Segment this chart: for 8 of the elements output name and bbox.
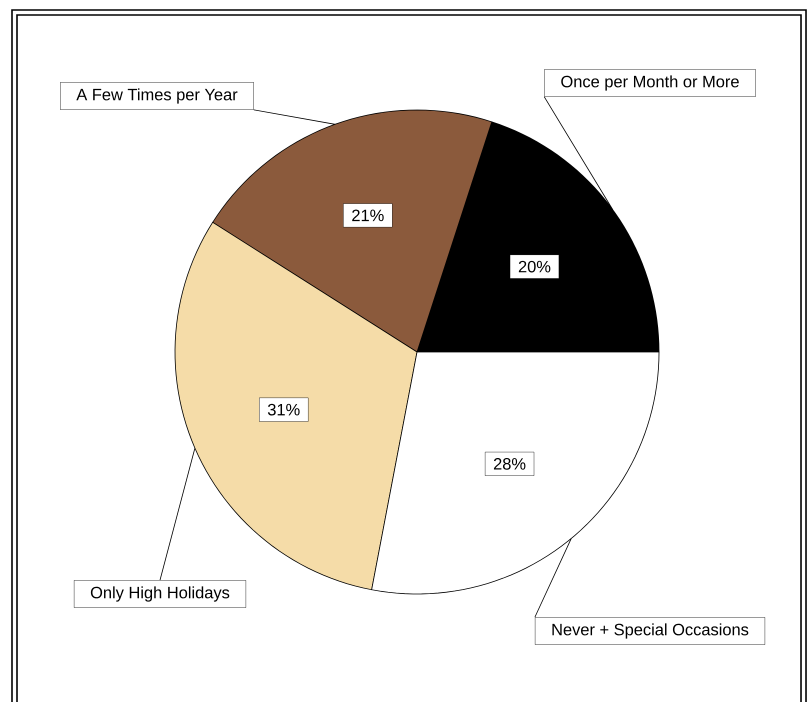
data-label: 31%: [268, 404, 300, 416]
slice-label: Once per Month or More: [561, 75, 739, 91]
slice-label: A Few Times per Year: [76, 88, 238, 104]
slice-label: Never + Special Occasions: [552, 623, 748, 639]
data-label: 20%: [518, 260, 550, 272]
data-label: 28%: [494, 458, 526, 470]
data-label: 21%: [352, 210, 384, 222]
slice-label: Only High Holidays: [90, 586, 230, 602]
